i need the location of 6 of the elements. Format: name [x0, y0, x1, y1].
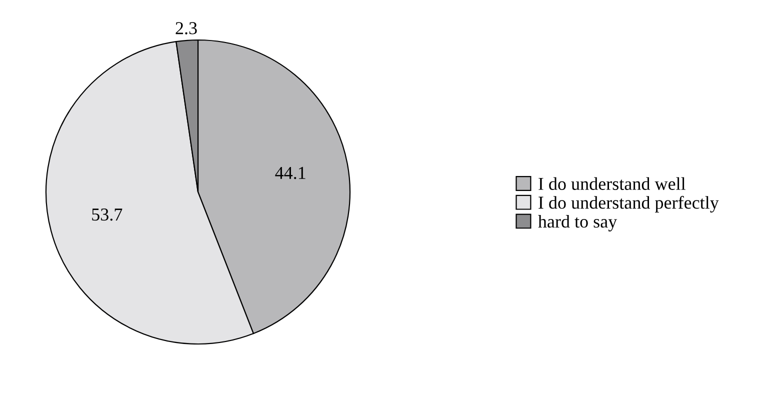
data-label: 44.1: [275, 166, 306, 180]
legend-label: I do understand perfectly: [538, 196, 719, 213]
data-label: 2.3: [176, 22, 197, 34]
legend-label: I do understand well: [538, 177, 686, 190]
legend-label: hard to say: [538, 214, 618, 232]
data-label: 53.7: [92, 208, 122, 221]
